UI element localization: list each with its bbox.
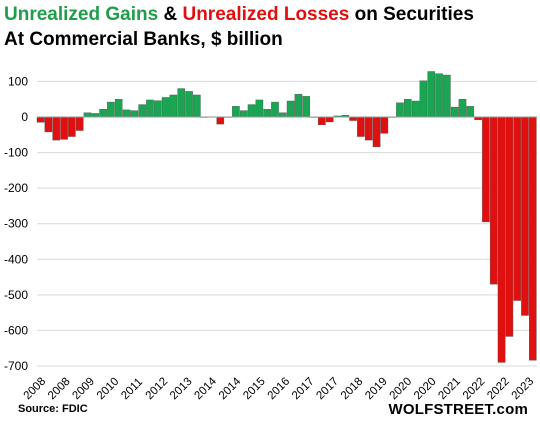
chart-subtitle: At Commercial Banks, $ billion [4, 29, 283, 50]
bar [458, 99, 467, 118]
bar [419, 80, 428, 118]
bar [83, 112, 92, 118]
x-tick-label: 2017 [314, 376, 341, 403]
x-tick-label: 2014 [192, 375, 219, 402]
title-losses: Unrealized Losses [182, 4, 350, 25]
bar [154, 100, 162, 118]
bar [435, 73, 443, 118]
bar [146, 99, 154, 118]
bar [130, 110, 139, 118]
bar [372, 116, 381, 148]
bar [263, 108, 271, 118]
x-tick-label: 2014 [217, 375, 244, 402]
x-tick-label: 2022 [461, 376, 488, 403]
bar [193, 94, 201, 118]
bar [91, 113, 100, 118]
x-tick-label: 2010 [95, 376, 122, 403]
bar [216, 116, 225, 125]
chart-title: Unrealized Gains & Unrealized Losses on … [4, 2, 474, 52]
bar [122, 109, 131, 118]
bar [247, 104, 256, 118]
bar [177, 88, 186, 118]
title-rest: on Securities [354, 4, 474, 25]
x-tick-label: 2015 [241, 376, 268, 403]
bar [450, 106, 459, 118]
x-tick-label: 2020 [388, 376, 415, 403]
bar [364, 116, 373, 141]
bar [427, 71, 436, 118]
bar [404, 99, 412, 118]
bar [513, 116, 521, 301]
bar [68, 116, 76, 137]
bar [521, 116, 529, 316]
bar [349, 116, 357, 121]
bar [529, 116, 537, 361]
bar [357, 116, 365, 137]
x-tick-label: 2020 [412, 376, 439, 403]
title-amp: & [163, 4, 178, 25]
bar [325, 116, 334, 123]
y-tick-label: -200 [4, 181, 28, 195]
x-tick-label: 2008 [22, 376, 49, 403]
source-note: Source: FDIC [18, 403, 88, 415]
bar [52, 116, 61, 141]
bar [302, 96, 311, 118]
bar [396, 102, 404, 118]
x-tick-label: 2013 [168, 376, 195, 403]
bar [75, 116, 84, 131]
y-tick-label: -600 [4, 323, 28, 337]
x-tick-label: 2018 [339, 376, 366, 403]
bar [44, 116, 53, 133]
x-tick-label: 2011 [119, 376, 145, 402]
bar [279, 112, 287, 118]
bar [318, 116, 326, 126]
bar [239, 110, 248, 118]
y-tick-label: -700 [4, 359, 28, 373]
title-gains: Unrealized Gains [4, 4, 159, 25]
x-tick-label: 2016 [266, 376, 293, 403]
bar [169, 94, 178, 118]
bar [505, 116, 514, 337]
x-tick-label: 2009 [70, 376, 97, 403]
bar [138, 104, 146, 118]
bar [443, 74, 451, 118]
bar [107, 101, 115, 118]
y-tick-label: 0 [21, 110, 28, 124]
bar [232, 106, 240, 118]
bar [271, 101, 279, 118]
y-tick-label: -500 [4, 288, 28, 302]
x-tick-label: 2019 [363, 376, 390, 403]
y-tick-label: -400 [4, 252, 28, 266]
bar [99, 108, 107, 118]
x-tick-label: 2023 [510, 376, 537, 403]
x-tick-label: 2021 [436, 376, 463, 403]
x-tick-label: 2017 [290, 376, 317, 403]
bar [294, 94, 303, 118]
bar [185, 91, 193, 118]
bar [36, 116, 45, 123]
y-tick-label: -100 [4, 146, 28, 160]
title-line-1: Unrealized Gains & Unrealized Losses on … [4, 2, 474, 27]
bar [380, 116, 389, 134]
brand-logo-text: WOLFSTREET.com [388, 401, 528, 418]
bar [411, 100, 420, 118]
x-tick-label: 2022 [485, 376, 512, 403]
y-tick-label: -300 [4, 217, 28, 231]
bar [60, 116, 68, 140]
bar [286, 100, 295, 118]
bar [255, 99, 264, 118]
x-tick-label: 2012 [144, 376, 171, 403]
bar [466, 106, 475, 118]
y-tick-label: 100 [8, 74, 28, 88]
bar [482, 116, 490, 223]
bar [497, 116, 506, 363]
bar [489, 116, 498, 285]
bar [161, 97, 170, 118]
bar [114, 99, 123, 118]
x-tick-label: 2008 [46, 376, 73, 403]
